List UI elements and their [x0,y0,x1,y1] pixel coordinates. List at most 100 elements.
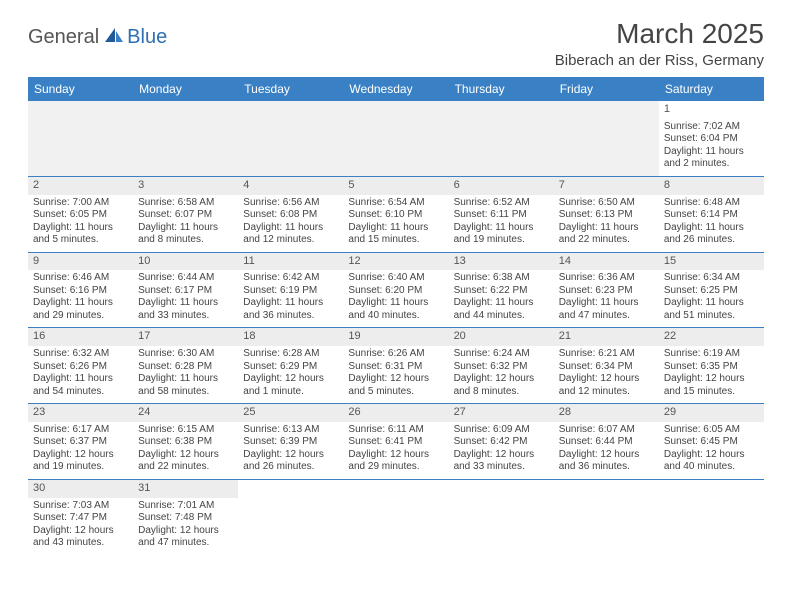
sunrise-text: Sunrise: 6:11 AM [348,424,443,437]
sunset-text: Sunset: 6:04 PM [664,133,759,146]
calendar-cell: 7Sunrise: 6:50 AMSunset: 6:13 PMDaylight… [554,176,659,252]
calendar-cell [28,101,133,176]
calendar-cell: 19Sunrise: 6:26 AMSunset: 6:31 PMDayligh… [343,328,448,404]
sunrise-text: Sunrise: 6:15 AM [138,424,233,437]
day-number: 7 [554,177,659,195]
calendar-cell: 15Sunrise: 6:34 AMSunset: 6:25 PMDayligh… [659,252,764,328]
sunset-text: Sunset: 6:22 PM [454,285,549,298]
calendar-week: 9Sunrise: 6:46 AMSunset: 6:16 PMDaylight… [28,252,764,328]
daylight-text: Daylight: 11 hours [138,373,233,386]
daylight-text: and 19 minutes. [454,234,549,247]
sunset-text: Sunset: 6:35 PM [664,361,759,374]
sunrise-text: Sunrise: 6:28 AM [243,348,338,361]
calendar-cell: 27Sunrise: 6:09 AMSunset: 6:42 PMDayligh… [449,404,554,480]
sunrise-text: Sunrise: 6:44 AM [138,272,233,285]
daylight-text: and 1 minute. [243,386,338,399]
day-number: 14 [554,253,659,271]
calendar-cell [554,101,659,176]
calendar-cell: 11Sunrise: 6:42 AMSunset: 6:19 PMDayligh… [238,252,343,328]
daylight-text: and 26 minutes. [664,234,759,247]
day-number: 5 [343,177,448,195]
daylight-text: Daylight: 11 hours [138,222,233,235]
day-number: 16 [28,328,133,346]
day-number: 31 [133,480,238,498]
daylight-text: and 26 minutes. [243,461,338,474]
sunset-text: Sunset: 6:37 PM [33,436,128,449]
daylight-text: and 8 minutes. [138,234,233,247]
daylight-text: Daylight: 12 hours [243,373,338,386]
daylight-text: Daylight: 12 hours [559,449,654,462]
sunset-text: Sunset: 6:34 PM [559,361,654,374]
calendar-week: 2Sunrise: 7:00 AMSunset: 6:05 PMDaylight… [28,176,764,252]
sunrise-text: Sunrise: 6:42 AM [243,272,338,285]
sunrise-text: Sunrise: 6:07 AM [559,424,654,437]
daylight-text: Daylight: 11 hours [664,297,759,310]
sunset-text: Sunset: 6:05 PM [33,209,128,222]
daylight-text: Daylight: 11 hours [454,297,549,310]
sunset-text: Sunset: 6:23 PM [559,285,654,298]
day-number: 9 [28,253,133,271]
sunset-text: Sunset: 6:41 PM [348,436,443,449]
sunrise-text: Sunrise: 6:54 AM [348,197,443,210]
sunrise-text: Sunrise: 6:24 AM [454,348,549,361]
calendar-cell: 31Sunrise: 7:01 AMSunset: 7:48 PMDayligh… [133,479,238,554]
sunrise-text: Sunrise: 6:32 AM [33,348,128,361]
calendar-week: 1Sunrise: 7:02 AMSunset: 6:04 PMDaylight… [28,101,764,176]
day-number: 11 [238,253,343,271]
daylight-text: and 54 minutes. [33,386,128,399]
calendar-cell [133,101,238,176]
daylight-text: Daylight: 12 hours [664,449,759,462]
daylight-text: and 47 minutes. [559,310,654,323]
daylight-text: Daylight: 11 hours [348,222,443,235]
sunrise-text: Sunrise: 6:34 AM [664,272,759,285]
daylight-text: Daylight: 11 hours [33,297,128,310]
sunrise-text: Sunrise: 6:56 AM [243,197,338,210]
daylight-text: and 22 minutes. [138,461,233,474]
daylight-text: and 15 minutes. [664,386,759,399]
calendar-cell [343,479,448,554]
sunrise-text: Sunrise: 6:48 AM [664,197,759,210]
daylight-text: Daylight: 11 hours [33,222,128,235]
daylight-text: Daylight: 11 hours [243,222,338,235]
daylight-text: and 19 minutes. [33,461,128,474]
sunset-text: Sunset: 6:29 PM [243,361,338,374]
daylight-text: and 12 minutes. [243,234,338,247]
day-number: 13 [449,253,554,271]
day-number: 4 [238,177,343,195]
calendar-table: SundayMondayTuesdayWednesdayThursdayFrid… [28,77,764,555]
location: Biberach an der Riss, Germany [555,52,764,69]
calendar-cell: 5 Sunrise: 6:54 AMSunset: 6:10 PMDaylight… [343,176,448,252]
calendar-cell [554,479,659,554]
sunrise-text: Sunrise: 6:38 AM [454,272,549,285]
sunset-text: Sunset: 7:47 PM [33,512,128,525]
sunset-text: Sunset: 6:26 PM [33,361,128,374]
daylight-text: and 8 minutes. [454,386,549,399]
daylight-text: Daylight: 12 hours [33,449,128,462]
calendar-cell: 23Sunrise: 6:17 AMSunset: 6:37 PMDayligh… [28,404,133,480]
calendar-cell [238,101,343,176]
sunrise-text: Sunrise: 7:00 AM [33,197,128,210]
daylight-text: and 12 minutes. [559,386,654,399]
logo-text-general: General [28,26,99,49]
day-number: 3 [133,177,238,195]
daylight-text: Daylight: 12 hours [348,449,443,462]
daylight-text: and 40 minutes. [664,461,759,474]
calendar-cell [449,101,554,176]
day-number: 2 [28,177,133,195]
day-number: 30 [28,480,133,498]
daylight-text: and 36 minutes. [243,310,338,323]
day-number: 12 [343,253,448,271]
sunset-text: Sunset: 6:10 PM [348,209,443,222]
calendar-cell [343,101,448,176]
daylight-text: Daylight: 11 hours [664,222,759,235]
day-number: 26 [343,404,448,422]
day-number: 24 [133,404,238,422]
calendar-cell: 3Sunrise: 6:58 AMSunset: 6:07 PMDaylight… [133,176,238,252]
weekday-header: Thursday [449,77,554,101]
sunset-text: Sunset: 6:31 PM [348,361,443,374]
day-number: 15 [659,253,764,271]
sunrise-text: Sunrise: 6:09 AM [454,424,549,437]
sunset-text: Sunset: 6:42 PM [454,436,549,449]
sunrise-text: Sunrise: 6:17 AM [33,424,128,437]
calendar-cell: 14Sunrise: 6:36 AMSunset: 6:23 PMDayligh… [554,252,659,328]
